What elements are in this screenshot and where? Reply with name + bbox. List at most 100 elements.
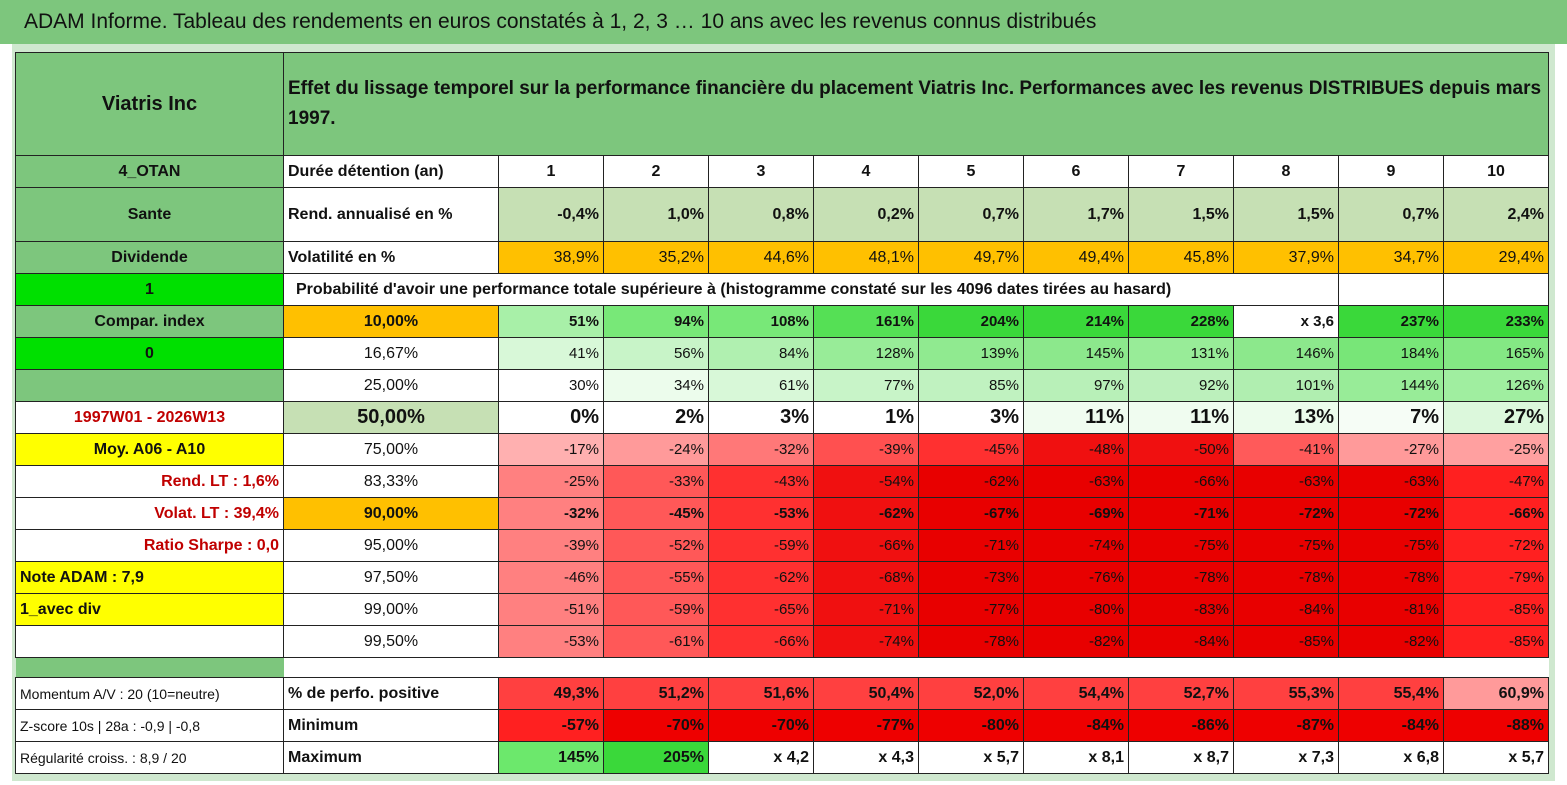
pos-cell: 60,9% [1443,677,1549,710]
percentile-value-cell: 3% [708,401,814,434]
pos-cell: 49,3% [498,677,604,710]
left-label[interactable]: 0 [15,337,284,370]
max-cell: x 5,7 [1443,741,1549,774]
percentile-value-cell: -65% [708,593,814,626]
pos-cell: 55,4% [1338,677,1444,710]
percentile-value-cell: -63% [1233,465,1339,498]
asset-name-cell: Viatris Inc [15,52,284,156]
year-cell: 6 [1023,155,1129,188]
duration-row: 4_OTAN Durée détention (an) 1 2 3 4 5 6 … [15,155,1549,188]
percentile-value-cell: -85% [1443,593,1549,626]
vol-cell: 44,6% [708,241,814,274]
left-label: 4_OTAN [15,155,284,188]
vol-cell: 49,7% [918,241,1024,274]
rend-cell: 1,0% [603,187,709,242]
percentile-value-cell: -85% [1233,625,1339,658]
percentile-row: 0 16,67% 41% 56% 84% 128% 139% 145% 131% 146% 184%… [15,337,1549,370]
max-cell: x 8,7 [1128,741,1234,774]
spacer-row [15,657,1549,678]
rend-row: Sante Rend. annualisé en % -0,4% 1,0% 0,… [15,187,1549,242]
rend-cell: 0,8% [708,187,814,242]
percentile-value-cell: -85% [1443,625,1549,658]
table-description: Effet du lissage temporel sur la perform… [283,52,1549,156]
row-label: Minimum [283,709,499,742]
percentile-row: Rend. LT : 1,6% 83,33% -25% -33% -43% -54% -62… [15,465,1549,498]
percentile-value-cell: 131% [1128,337,1234,370]
percentile-value-cell: 214% [1023,305,1129,338]
empty-cell [1443,273,1549,306]
returns-table: Viatris Inc Effet du lissage temporel su… [15,52,1549,774]
percentile-value-cell: 165% [1443,337,1549,370]
year-cell: 10 [1443,155,1549,188]
year-cell: 5 [918,155,1024,188]
rend-cell: 0,7% [1338,187,1444,242]
percentile-value-cell: -66% [1128,465,1234,498]
row-label: Rend. annualisé en % [283,187,499,242]
left-label [15,625,284,658]
percentile-value-cell: -78% [1233,561,1339,594]
percentile-value-cell: -78% [1338,561,1444,594]
percentile-value-cell: 228% [1128,305,1234,338]
percentile-value-cell: -39% [498,529,604,562]
percentile-value-cell: -71% [813,593,919,626]
percentile-value-cell: -32% [708,433,814,466]
vol-cell: 37,9% [1233,241,1339,274]
percentile-value-cell: 92% [1128,369,1234,402]
left-label [15,369,284,402]
percentile-value-cell: 34% [603,369,709,402]
percentile-value-cell: -53% [498,625,604,658]
year-cell: 9 [1338,155,1444,188]
percentile-value-cell: -45% [603,497,709,530]
percentile-value-cell: -75% [1233,529,1339,562]
percentile-threshold: 75,00% [283,433,499,466]
left-label: Rend. LT : 1,6% [15,465,284,498]
year-cell: 4 [813,155,919,188]
row-label: % de perfo. positive [283,677,499,710]
percentile-threshold: 25,00% [283,369,499,402]
indicator-label: Momentum A/V : 20 (10=neutre) [15,677,284,710]
percentile-value-cell: -66% [813,529,919,562]
percentile-value-cell: 145% [1023,337,1129,370]
percentile-value-cell: -67% [918,497,1024,530]
year-cell: 7 [1128,155,1234,188]
percentile-value-cell: -73% [918,561,1024,594]
percentile-value-cell: 144% [1338,369,1444,402]
percentile-value-cell: -47% [1443,465,1549,498]
percentile-value-cell: -75% [1338,529,1444,562]
percentile-threshold: 99,50% [283,625,499,658]
percentile-row: Moy. A06 - A10 75,00% -17% -24% -32% -39% -45%… [15,433,1549,466]
vol-row: Dividende Volatilité en % 38,9% 35,2% 44… [15,241,1549,274]
percentile-value-cell: -62% [708,561,814,594]
percentile-value-cell: -24% [603,433,709,466]
empty-cell [1338,273,1444,306]
percentile-value-cell: -84% [1233,593,1339,626]
percentile-value-cell: 94% [603,305,709,338]
percentile-value-cell: -75% [1128,529,1234,562]
percentile-value-cell: -55% [603,561,709,594]
percentile-value-cell: -59% [708,529,814,562]
pos-cell: 52,0% [918,677,1024,710]
percentile-value-cell: -52% [603,529,709,562]
min-cell: -88% [1443,709,1549,742]
rend-cell: 0,2% [813,187,919,242]
rend-cell: 1,5% [1233,187,1339,242]
percentile-value-cell: 97% [1023,369,1129,402]
percentile-value-cell: 85% [918,369,1024,402]
proba-caption: Probabilité d'avoir une performance tota… [283,273,1339,306]
row-label: Maximum [283,741,499,774]
pos-cell: 54,4% [1023,677,1129,710]
percentile-value-cell: -32% [498,497,604,530]
row-label: Volatilité en % [283,241,499,274]
min-cell: -86% [1128,709,1234,742]
percentile-value-cell: -59% [603,593,709,626]
percentile-value-cell: -83% [1128,593,1234,626]
percentile-value-cell: 56% [603,337,709,370]
percentile-value-cell: -71% [918,529,1024,562]
percentile-value-cell: -53% [708,497,814,530]
min-cell: -77% [813,709,919,742]
spacer-cell [15,657,284,678]
percentile-value-cell: -25% [498,465,604,498]
left-input-cell[interactable]: 1 [15,273,284,306]
percentile-value-cell: -50% [1128,433,1234,466]
percentile-value-cell: 1% [813,401,919,434]
